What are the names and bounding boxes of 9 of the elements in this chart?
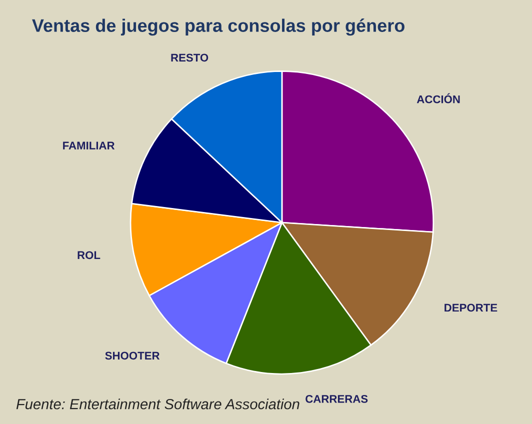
slice-label: SHOOTER (105, 352, 160, 360)
chart-title: Ventas de juegos para consolas por género (32, 18, 404, 36)
slice-label: ACCIÓN (416, 93, 460, 104)
slice-label: RESTO (171, 54, 208, 62)
slice-label: DEPORTE (444, 304, 498, 312)
source-note: Fuente: Entertainment Software Association (16, 398, 300, 410)
slice-label: CARRERAS (306, 394, 368, 403)
slice-label: FAMILIAR (63, 142, 115, 150)
slice-label: ROL (78, 251, 100, 260)
